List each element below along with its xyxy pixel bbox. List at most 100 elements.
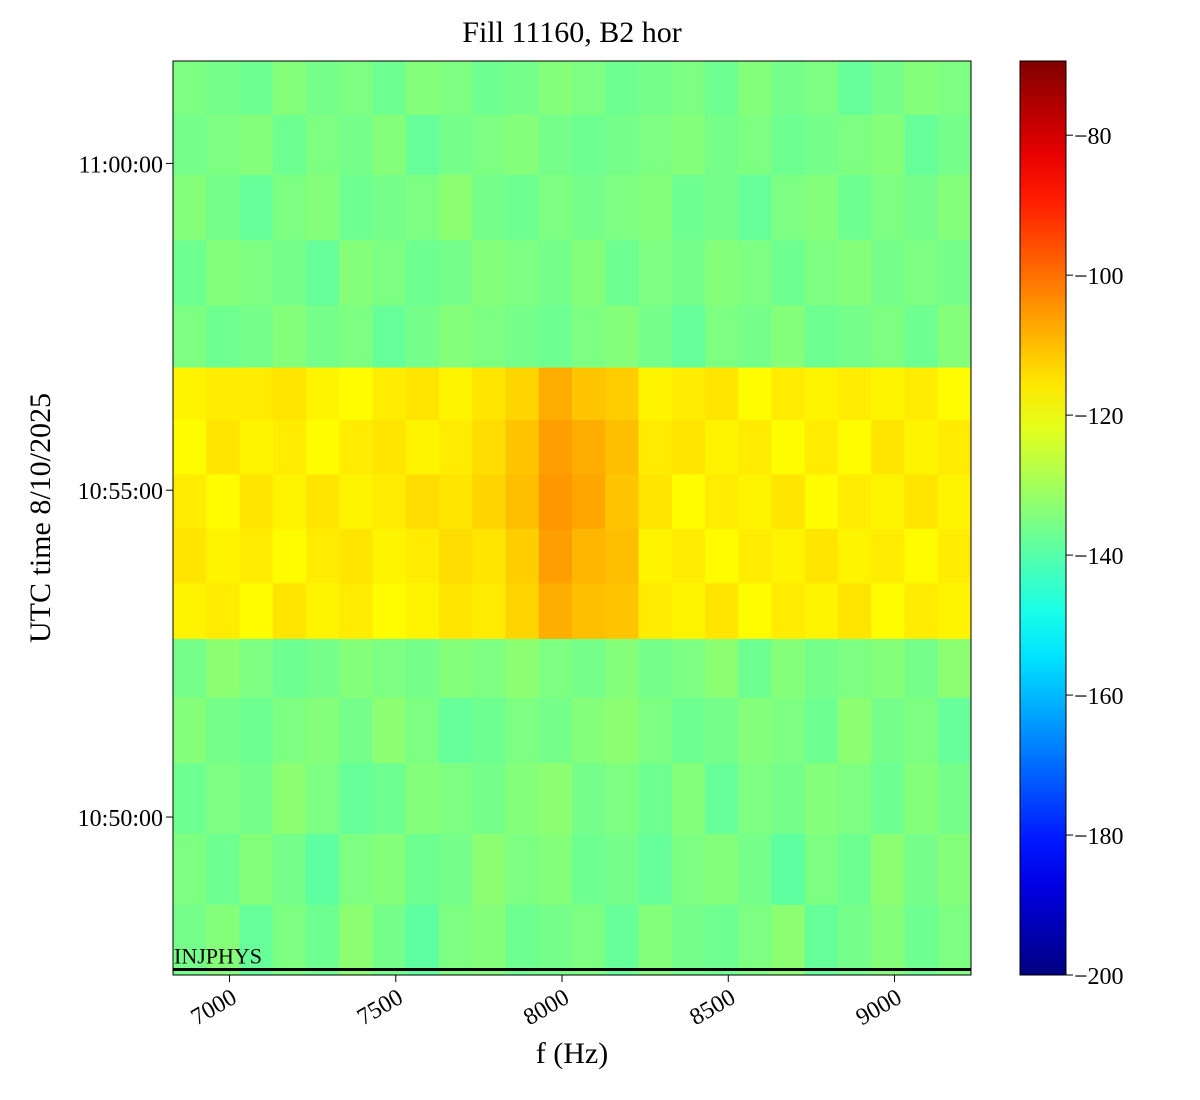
heatmap-cell	[572, 367, 606, 420]
colorbar-tick-label: −140	[1074, 544, 1124, 570]
heatmap-cell	[804, 762, 839, 834]
heatmap-cell	[439, 61, 473, 115]
heatmap-cell	[206, 697, 240, 764]
heatmap-cell	[538, 419, 573, 475]
heatmap-cell	[472, 833, 506, 905]
heatmap-cell	[372, 61, 407, 115]
heatmap-cell	[871, 114, 905, 175]
heatmap-cell	[605, 582, 639, 639]
heatmap-cell	[838, 582, 872, 639]
heatmap-cell	[239, 239, 274, 306]
heatmap-cell	[771, 528, 806, 584]
heatmap-cell	[272, 638, 307, 698]
heatmap-cell	[405, 419, 440, 475]
heatmap-cell	[472, 473, 506, 529]
heatmap-cell	[206, 367, 240, 420]
heatmap-cell	[705, 305, 739, 368]
heatmap-cell	[605, 174, 639, 241]
heatmap-cell	[638, 762, 673, 834]
heatmap-cell	[605, 697, 639, 764]
heatmap-cell	[605, 762, 639, 834]
heatmap-cell	[272, 582, 307, 639]
heatmap-cell	[372, 528, 407, 584]
heatmap-cell	[538, 697, 573, 764]
heatmap-cell	[605, 305, 639, 368]
heatmap-cell	[372, 174, 407, 241]
heatmap-cell	[572, 528, 606, 584]
heatmap-cell	[771, 305, 806, 368]
heatmap-cell	[638, 61, 673, 115]
heatmap-cell	[405, 473, 440, 529]
heatmap-cell	[306, 174, 340, 241]
heatmap-cell	[339, 833, 373, 905]
heatmap-cell	[605, 473, 639, 529]
heatmap-cell	[671, 174, 706, 241]
heatmap-cell	[239, 305, 274, 368]
colorbar-tick-label: −120	[1074, 404, 1124, 430]
heatmap-cell	[538, 833, 573, 905]
heatmap-cell	[538, 367, 573, 420]
heatmap-cell	[937, 305, 972, 368]
heatmap-cell	[239, 697, 274, 764]
heatmap-cell	[339, 239, 373, 306]
heatmap-cell	[937, 239, 972, 306]
heatmap-cell	[272, 473, 307, 529]
heatmap-cell	[605, 528, 639, 584]
heatmap-cell	[738, 473, 772, 529]
heatmap-cell	[339, 114, 373, 175]
heatmap-cell	[937, 762, 972, 834]
heatmap-cell	[272, 367, 307, 420]
heatmap-cell	[671, 419, 706, 475]
heatmap-cell	[405, 697, 440, 764]
heatmap-cell	[838, 367, 872, 420]
heatmap-cell	[904, 61, 939, 115]
heatmap-cell	[671, 305, 706, 368]
heatmap-cell	[937, 904, 972, 976]
heatmap-cell	[405, 638, 440, 698]
heatmap-cell	[538, 528, 573, 584]
x-tick-label: 7000	[187, 984, 242, 1031]
heatmap-cell	[272, 239, 307, 306]
heatmap-cell	[705, 239, 739, 306]
heatmap-cell	[538, 638, 573, 698]
heatmap-cell	[272, 419, 307, 475]
heatmap-cell	[239, 61, 274, 115]
heatmap-cell	[239, 762, 274, 834]
heatmap-cell	[705, 904, 739, 976]
heatmap-cell	[306, 305, 340, 368]
heatmap-cell	[206, 114, 240, 175]
heatmap-cell	[339, 473, 373, 529]
heatmap-cell	[738, 638, 772, 698]
heatmap-cell	[671, 367, 706, 420]
colorbar-tick-label: −100	[1074, 264, 1124, 290]
heatmap-cell	[538, 305, 573, 368]
heatmap-cell	[472, 697, 506, 764]
heatmap-cell	[771, 904, 806, 976]
heatmap-cell	[838, 174, 872, 241]
y-tick-label: 10:50:00	[78, 806, 163, 832]
heatmap-cell	[871, 61, 905, 115]
heatmap-cell	[671, 582, 706, 639]
heatmap-cell	[838, 419, 872, 475]
y-tick-label: 11:00:00	[79, 152, 163, 178]
heatmap-cell	[871, 473, 905, 529]
heatmap-cell	[638, 239, 673, 306]
heatmap-cell	[339, 638, 373, 698]
heatmap-cell	[306, 419, 340, 475]
heatmap-cell	[804, 904, 839, 976]
heatmap-cell	[572, 833, 606, 905]
heatmap-cell	[572, 638, 606, 698]
heatmap-cell	[239, 114, 274, 175]
heatmap-cell	[705, 174, 739, 241]
heatmap-cell	[472, 239, 506, 306]
heatmap-cell	[405, 61, 440, 115]
heatmap-cell	[538, 174, 573, 241]
heatmap-cell	[173, 305, 207, 368]
heatmap-cell	[538, 61, 573, 115]
heatmap-cell	[206, 762, 240, 834]
x-tick-label: 8000	[519, 984, 574, 1031]
colorbar	[1019, 60, 1067, 976]
heatmap-cell	[605, 419, 639, 475]
heatmap-cell	[904, 697, 939, 764]
heatmap-cell	[605, 239, 639, 306]
